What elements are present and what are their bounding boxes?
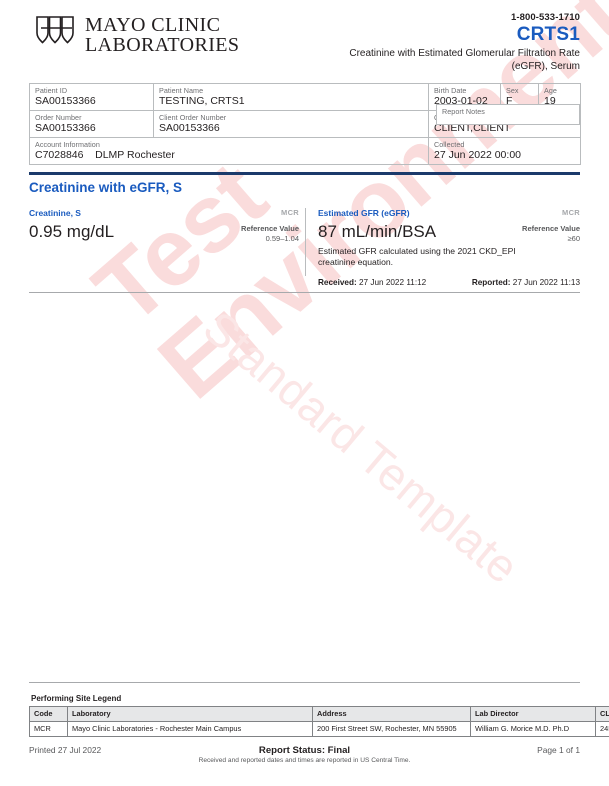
- reference-value: 0.59–1.04: [265, 234, 299, 243]
- report-notes-cell: Report Notes: [436, 104, 580, 125]
- legend-cell-clia-certificate: 24D0404292: [595, 721, 609, 737]
- legend-cell-address: 200 First Street SW, Rochester, MN 55905: [312, 721, 471, 737]
- order-number-value: SA00153366: [35, 122, 96, 134]
- legend-top-rule: [29, 682, 580, 683]
- patient-info-row-3: Account Information C7028846 DLMP Roches…: [29, 137, 581, 165]
- timezone-note: Received and reported dates and times ar…: [198, 757, 411, 764]
- report-title-line-1: Creatinine with Estimated Glomerular Fil…: [349, 48, 580, 59]
- result-timestamps: Received: 27 Jun 2022 11:12 Reported: 27…: [318, 278, 580, 287]
- report-title: Creatinine with Estimated Glomerular Fil…: [250, 48, 580, 73]
- analyte-site-code: MCR: [281, 208, 299, 217]
- account-information-cell: Account Information C7028846 DLMP Roches…: [29, 137, 429, 165]
- age-value: 19: [544, 95, 556, 107]
- mayo-clinic-shields-icon: [34, 14, 76, 55]
- legend-title: Performing Site Legend: [31, 694, 122, 703]
- results-bottom-rule: [29, 292, 580, 293]
- reference-value: ≥60: [567, 234, 580, 243]
- page-number: Page 1 of 1: [537, 745, 580, 755]
- age-label: Age: [544, 86, 557, 95]
- legend-cell-code: MCR: [29, 721, 68, 737]
- analyte-site-code: MCR: [562, 208, 580, 217]
- received-stamp: Received: 27 Jun 2022 11:12: [318, 278, 426, 287]
- patient-id-cell: Patient ID SA00153366: [29, 83, 154, 111]
- legend-col-lab-director: Lab Director: [470, 706, 596, 722]
- order-number-cell: Order Number SA00153366: [29, 110, 154, 138]
- analyte-reference: Reference Value 0.59–1.04: [241, 224, 299, 244]
- birth-date-label: Birth Date: [434, 86, 467, 95]
- client-order-number-label: Client Order Number: [159, 113, 227, 122]
- received-label: Received:: [318, 278, 357, 287]
- results-column-divider: [305, 208, 306, 276]
- analyte-reference: Reference Value ≥60: [522, 224, 580, 244]
- legend-cell-laboratory: Mayo Clinic Laboratories - Rochester Mai…: [67, 721, 313, 737]
- legend-row: MCR Mayo Clinic Laboratories - Rochester…: [29, 721, 609, 737]
- legend-header-row: Code Laboratory Address Lab Director CLI…: [29, 706, 609, 722]
- report-header: MAYO CLINIC LABORATORIES 1-800-533-1710 C…: [0, 0, 609, 72]
- analyte-value: 0.95 mg/dL: [29, 222, 115, 241]
- results-top-rule: [29, 172, 580, 175]
- reported-value: 27 Jun 2022 11:13: [512, 278, 580, 287]
- client-order-number-value: SA00153366: [159, 122, 220, 134]
- received-value: 27 Jun 2022 11:12: [358, 278, 427, 287]
- reported-label: Reported:: [471, 278, 511, 287]
- performing-site-legend-table: Code Laboratory Address Lab Director CLI…: [29, 706, 609, 737]
- patient-id-value: SA00153366: [35, 95, 96, 107]
- report-code: CRTS1: [516, 24, 580, 45]
- watermark-standard-template: Standard Template: [193, 300, 530, 594]
- ordering-physician-value: CLIENT,CLIENT: [434, 122, 511, 134]
- sex-label: Sex: [506, 86, 519, 95]
- sex-value: F: [506, 95, 513, 107]
- brand-name-line-1: MAYO CLINIC: [85, 13, 221, 36]
- contact-phone: 1-800-533-1710: [510, 12, 580, 23]
- analyte-note: Estimated GFR calculated using the 2021 …: [318, 246, 516, 267]
- account-information-label: Account Information: [35, 140, 100, 149]
- reference-value-label: Reference Value: [522, 224, 580, 233]
- collected-label: Collected: [434, 140, 465, 149]
- legend-col-code: Code: [29, 706, 68, 722]
- brand-name: MAYO CLINIC LABORATORIES: [85, 15, 239, 55]
- reported-stamp: Reported: 27 Jun 2022 11:13: [472, 278, 580, 287]
- brand-name-line-2: LABORATORIES: [85, 33, 240, 56]
- patient-name-label: Patient Name: [159, 86, 204, 95]
- analyte-name: Creatinine, S: [29, 208, 81, 218]
- analyte-name: Estimated GFR (eGFR): [318, 208, 410, 218]
- patient-name-value: TESTING, CRTS1: [159, 95, 245, 107]
- brand-logo: MAYO CLINIC LABORATORIES: [34, 14, 239, 55]
- report-status: Report Status: Final: [258, 745, 351, 756]
- legend-col-laboratory: Laboratory: [67, 706, 313, 722]
- analyte-value: 87 mL/min/BSA: [318, 222, 437, 241]
- report-title-line-2: (eGFR), Serum: [511, 60, 580, 72]
- legend-col-address: Address: [312, 706, 471, 722]
- account-information-value: C7028846 DLMP Rochester: [35, 149, 175, 161]
- printed-date: Printed 27 Jul 2022: [29, 745, 102, 755]
- legend-cell-lab-director: William G. Morice M.D. Ph.D: [470, 721, 596, 737]
- results-panel-title: Creatinine with eGFR, S: [29, 180, 183, 195]
- legend-col-clia-certificate: CLIA Certificate: [595, 706, 609, 722]
- reference-value-label: Reference Value: [241, 224, 299, 233]
- collected-cell: Collected 27 Jun 2022 00:00: [428, 137, 581, 165]
- patient-id-label: Patient ID: [35, 86, 68, 95]
- report-notes-label: Report Notes: [442, 107, 485, 116]
- patient-name-cell: Patient Name TESTING, CRTS1: [153, 83, 429, 111]
- report-footer: Report Status: Final Printed 27 Jul 2022…: [29, 745, 580, 769]
- client-order-number-cell: Client Order Number SA00153366: [153, 110, 429, 138]
- collected-value: 27 Jun 2022 00:00: [434, 149, 521, 161]
- order-number-label: Order Number: [35, 113, 82, 122]
